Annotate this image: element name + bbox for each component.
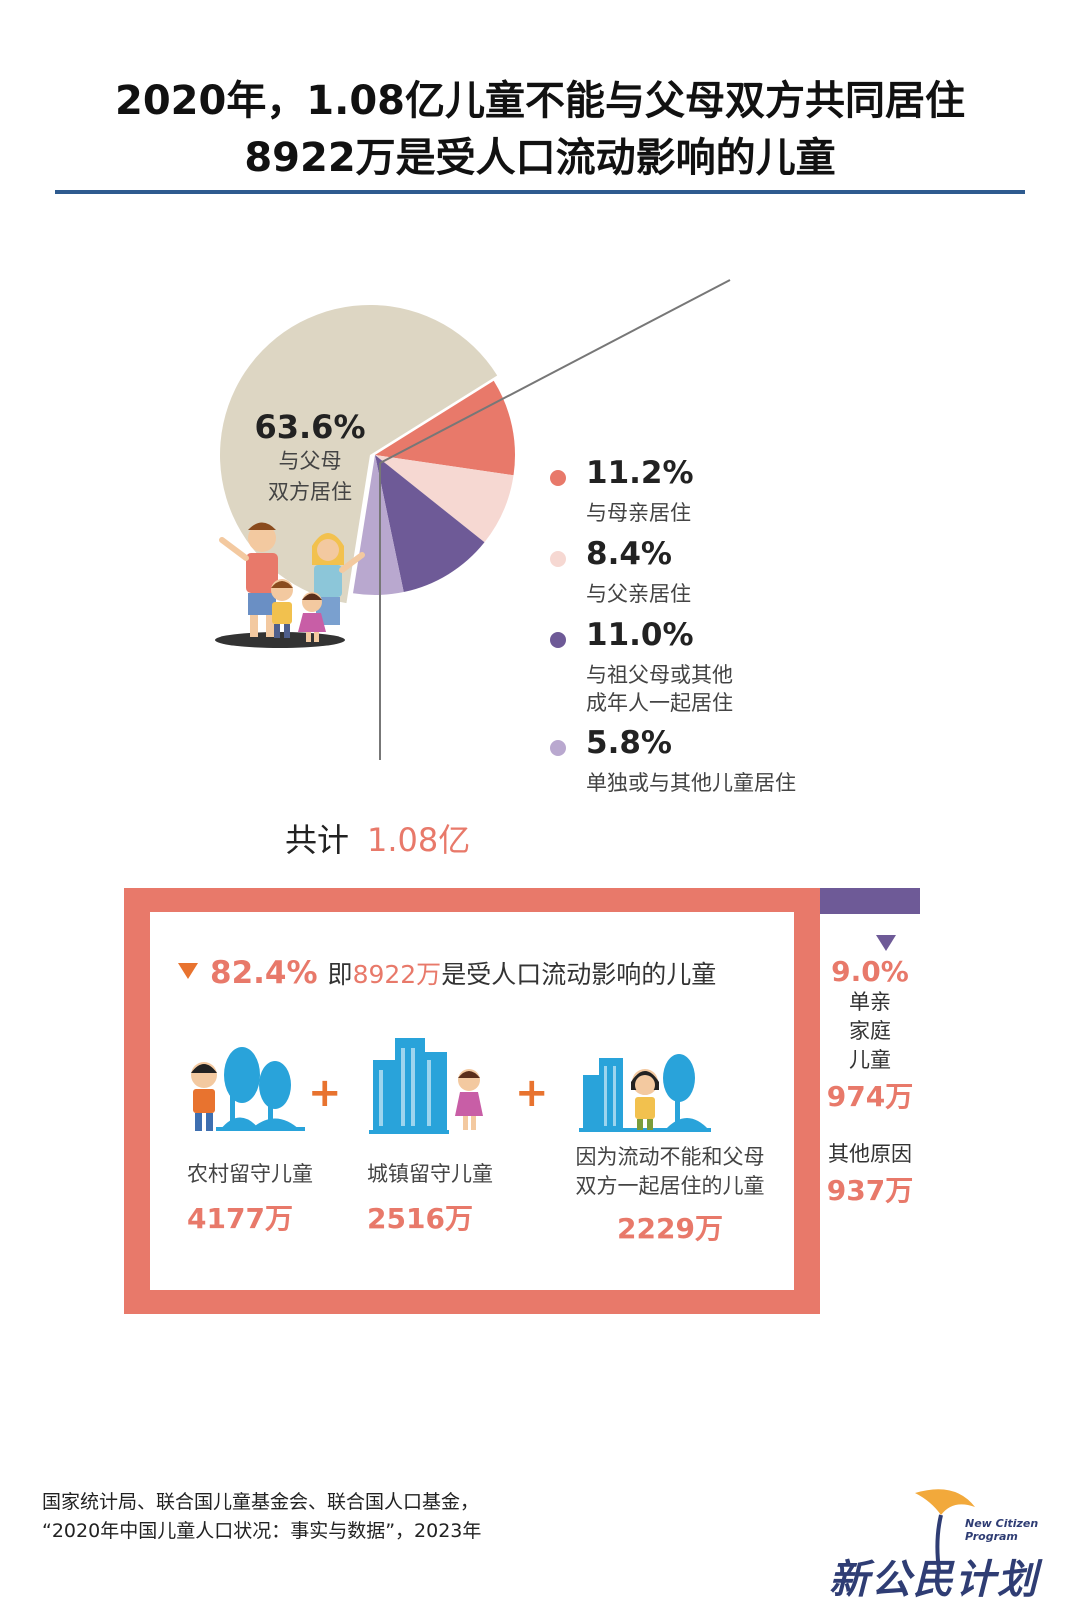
- ginkgo-leaf-icon: [915, 1489, 975, 1571]
- pie-slice-4: [353, 455, 404, 595]
- legend-pct: 5.8%: [586, 725, 672, 761]
- single-parent-block: 9.0% 单亲 家庭 儿童 974万: [822, 955, 918, 1115]
- down-triangle-icon: [876, 935, 896, 951]
- category-label-line: 因为流动不能和父母: [575, 1145, 765, 1169]
- category-value-urban: 2516万: [367, 1202, 473, 1235]
- source-line: 国家统计局、联合国儿童基金会、联合国人口基金，: [42, 1491, 480, 1513]
- pie-slices: [219, 304, 515, 604]
- explode-line-top: [379, 279, 731, 464]
- single-parent-label-line: 儿童: [849, 1048, 891, 1072]
- page-subtitle: 8922万是受人口流动影响的儿童: [244, 135, 836, 181]
- family-illustration: [215, 522, 365, 648]
- source-line: “2020年中国儿童人口状况：事实与数据”，2023年: [42, 1520, 482, 1542]
- pie-slice-3: [375, 455, 485, 593]
- rural-child-icon: [180, 1045, 305, 1144]
- legend-pct: 11.2%: [586, 455, 694, 491]
- other-reasons-block: 其他原因 937万: [822, 1140, 918, 1209]
- plus-icon: +: [308, 1070, 342, 1116]
- source-note: 国家统计局、联合国儿童基金会、联合国人口基金， “2020年中国儿童人口状况：事…: [42, 1488, 481, 1546]
- pie-label-both-parents: 63.6% 与父母 双方居住: [240, 408, 380, 508]
- pie-slice-0: [219, 304, 498, 604]
- migrant-child-icon: [575, 1040, 715, 1144]
- legend-dot: [550, 740, 566, 756]
- pie-label-line: 与父母: [278, 449, 342, 473]
- single-parent-value: 974万: [826, 1080, 914, 1113]
- migration-headline: 82.4% 即8922万是受人口流动影响的儿童: [178, 955, 716, 991]
- logo-chinese: 新公民计划: [829, 1556, 1039, 1603]
- legend-label-line: 成年人一起居住: [586, 691, 733, 715]
- legend-label: 与祖父母或其他 成年人一起居住: [586, 661, 733, 717]
- pie-slice-2: [375, 455, 514, 543]
- single-parent-label-line: 单亲: [849, 990, 891, 1014]
- category-value-rural: 4177万: [187, 1202, 293, 1235]
- legend-label-line: 与祖父母或其他: [586, 663, 733, 687]
- pie-chart: [215, 279, 731, 760]
- headline-number: 8922万: [352, 960, 442, 989]
- total-value: 1.08亿: [367, 821, 471, 859]
- category-value-migrant: 2229万: [617, 1212, 723, 1245]
- logo-english: New Citizen Program: [965, 1517, 1038, 1543]
- legend-label: 单独或与其他儿童居住: [586, 771, 796, 795]
- legend-label: 与父亲居住: [586, 582, 691, 606]
- pie-label-pct: 63.6%: [254, 408, 366, 446]
- single-parent-pct: 9.0%: [831, 955, 909, 988]
- category-label-urban: 城镇留守儿童: [367, 1162, 493, 1186]
- logo-english-line: Program: [965, 1530, 1018, 1543]
- new-citizen-logo: New Citizen Program 新公民计划: [825, 1485, 1065, 1615]
- legend-label: 与母亲居住: [586, 501, 691, 525]
- down-triangle-icon: [178, 963, 198, 979]
- logo-english-line: New Citizen: [965, 1517, 1039, 1530]
- legend-dot: [550, 470, 566, 486]
- category-label-migrant: 因为流动不能和父母 双方一起居住的儿童: [545, 1143, 795, 1201]
- headline-pct: 82.4%: [210, 955, 318, 991]
- plus-icon: +: [515, 1070, 549, 1116]
- legend-pct: 8.4%: [586, 536, 672, 572]
- headline-text: 是受人口流动影响的儿童: [441, 960, 717, 989]
- category-label-line: 双方一起居住的儿童: [575, 1174, 765, 1198]
- title-divider: [55, 190, 1025, 194]
- legend-dot: [550, 632, 566, 648]
- urban-child-icon: [365, 1030, 495, 1144]
- pie-label-line: 双方居住: [268, 480, 352, 504]
- explode-lines: [379, 279, 731, 760]
- category-label-rural: 农村留守儿童: [187, 1162, 313, 1186]
- single-parent-bar: [820, 888, 920, 914]
- other-reasons-value: 937万: [826, 1174, 914, 1207]
- legend-dot: [550, 551, 566, 567]
- legend-pct: 11.0%: [586, 617, 694, 653]
- page-title: 2020年，1.08亿儿童不能与父母双方共同居住: [114, 78, 966, 124]
- headline-prefix: 即: [327, 960, 353, 989]
- total-line: 共计 1.08亿: [285, 815, 470, 861]
- total-label: 共计: [285, 821, 350, 859]
- single-parent-label-line: 家庭: [849, 1019, 891, 1043]
- other-reasons-label: 其他原因: [828, 1142, 912, 1166]
